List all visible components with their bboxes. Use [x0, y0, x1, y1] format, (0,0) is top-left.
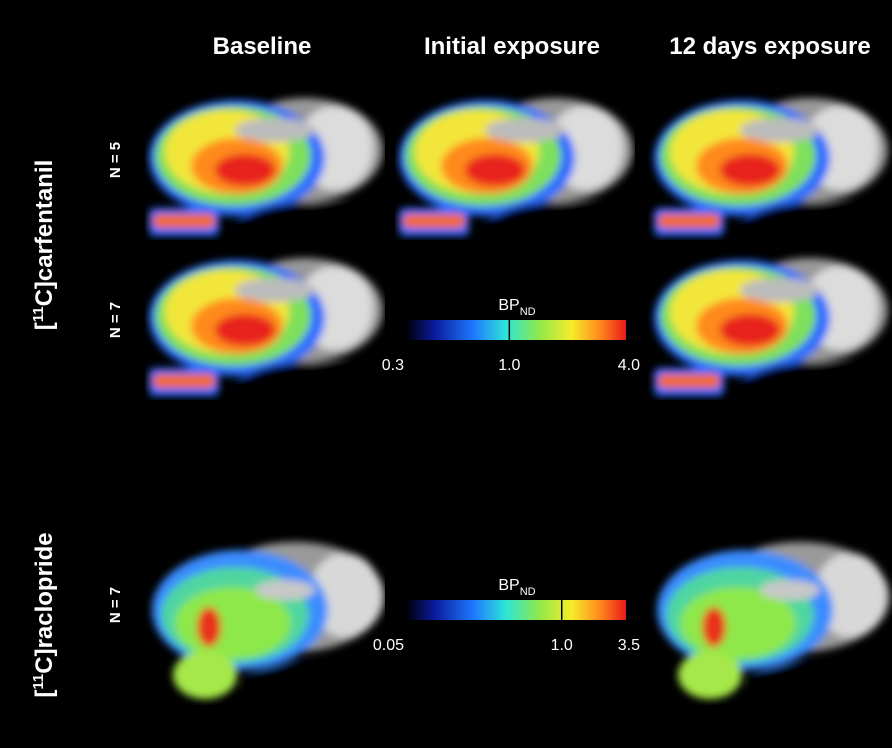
n-label: N = 5: [107, 142, 124, 178]
colorbar-label: BPND: [498, 297, 535, 318]
tracer-label: [11C]raclopride: [30, 532, 58, 697]
column-header: 12 days exposure: [669, 33, 870, 60]
colorbar-label: BPND: [498, 577, 535, 598]
tracer-isotope: 11: [30, 306, 47, 322]
brain-image: [654, 258, 892, 418]
colorbar-tick-label: 0.3: [382, 357, 404, 374]
colorbar-tick-label: 3.5: [618, 637, 640, 654]
tracer-bracket: [: [31, 322, 58, 330]
colorbar-tick-label: 0.05: [373, 637, 404, 654]
column-header: Baseline: [213, 33, 312, 60]
colorbar-tick-label: 4.0: [618, 357, 640, 374]
tracer-isotope: 11: [30, 674, 47, 690]
colorbar-label-main: BP: [498, 297, 519, 314]
n-label: N = 7: [107, 302, 124, 338]
tracer-name: C]carfentanil: [31, 160, 58, 307]
tracer-name: C]raclopride: [31, 532, 58, 673]
colorbar: [408, 600, 626, 620]
n-label: N = 7: [107, 587, 124, 623]
brain-image: [149, 258, 395, 418]
colorbar-label-main: BP: [498, 577, 519, 594]
colorbar-label-sub: ND: [520, 586, 536, 598]
column-header: Initial exposure: [424, 33, 600, 60]
colorbar-tick-label: 1.0: [498, 357, 520, 374]
colorbar-tick-label: 1.0: [551, 637, 573, 654]
panel: Baseline Initial exposure 12 days exposure…: [30, 33, 892, 707]
brain-image: [657, 542, 890, 707]
colorbar: [408, 320, 626, 340]
tracer-bracket: [: [31, 690, 58, 698]
tracer-label: [11C]carfentanil: [30, 160, 58, 331]
brain-image: [152, 542, 385, 707]
brain-image: [399, 98, 645, 258]
colorbar-label-sub: ND: [520, 306, 536, 318]
brain-image: [149, 98, 395, 258]
brain-image: [654, 98, 892, 258]
